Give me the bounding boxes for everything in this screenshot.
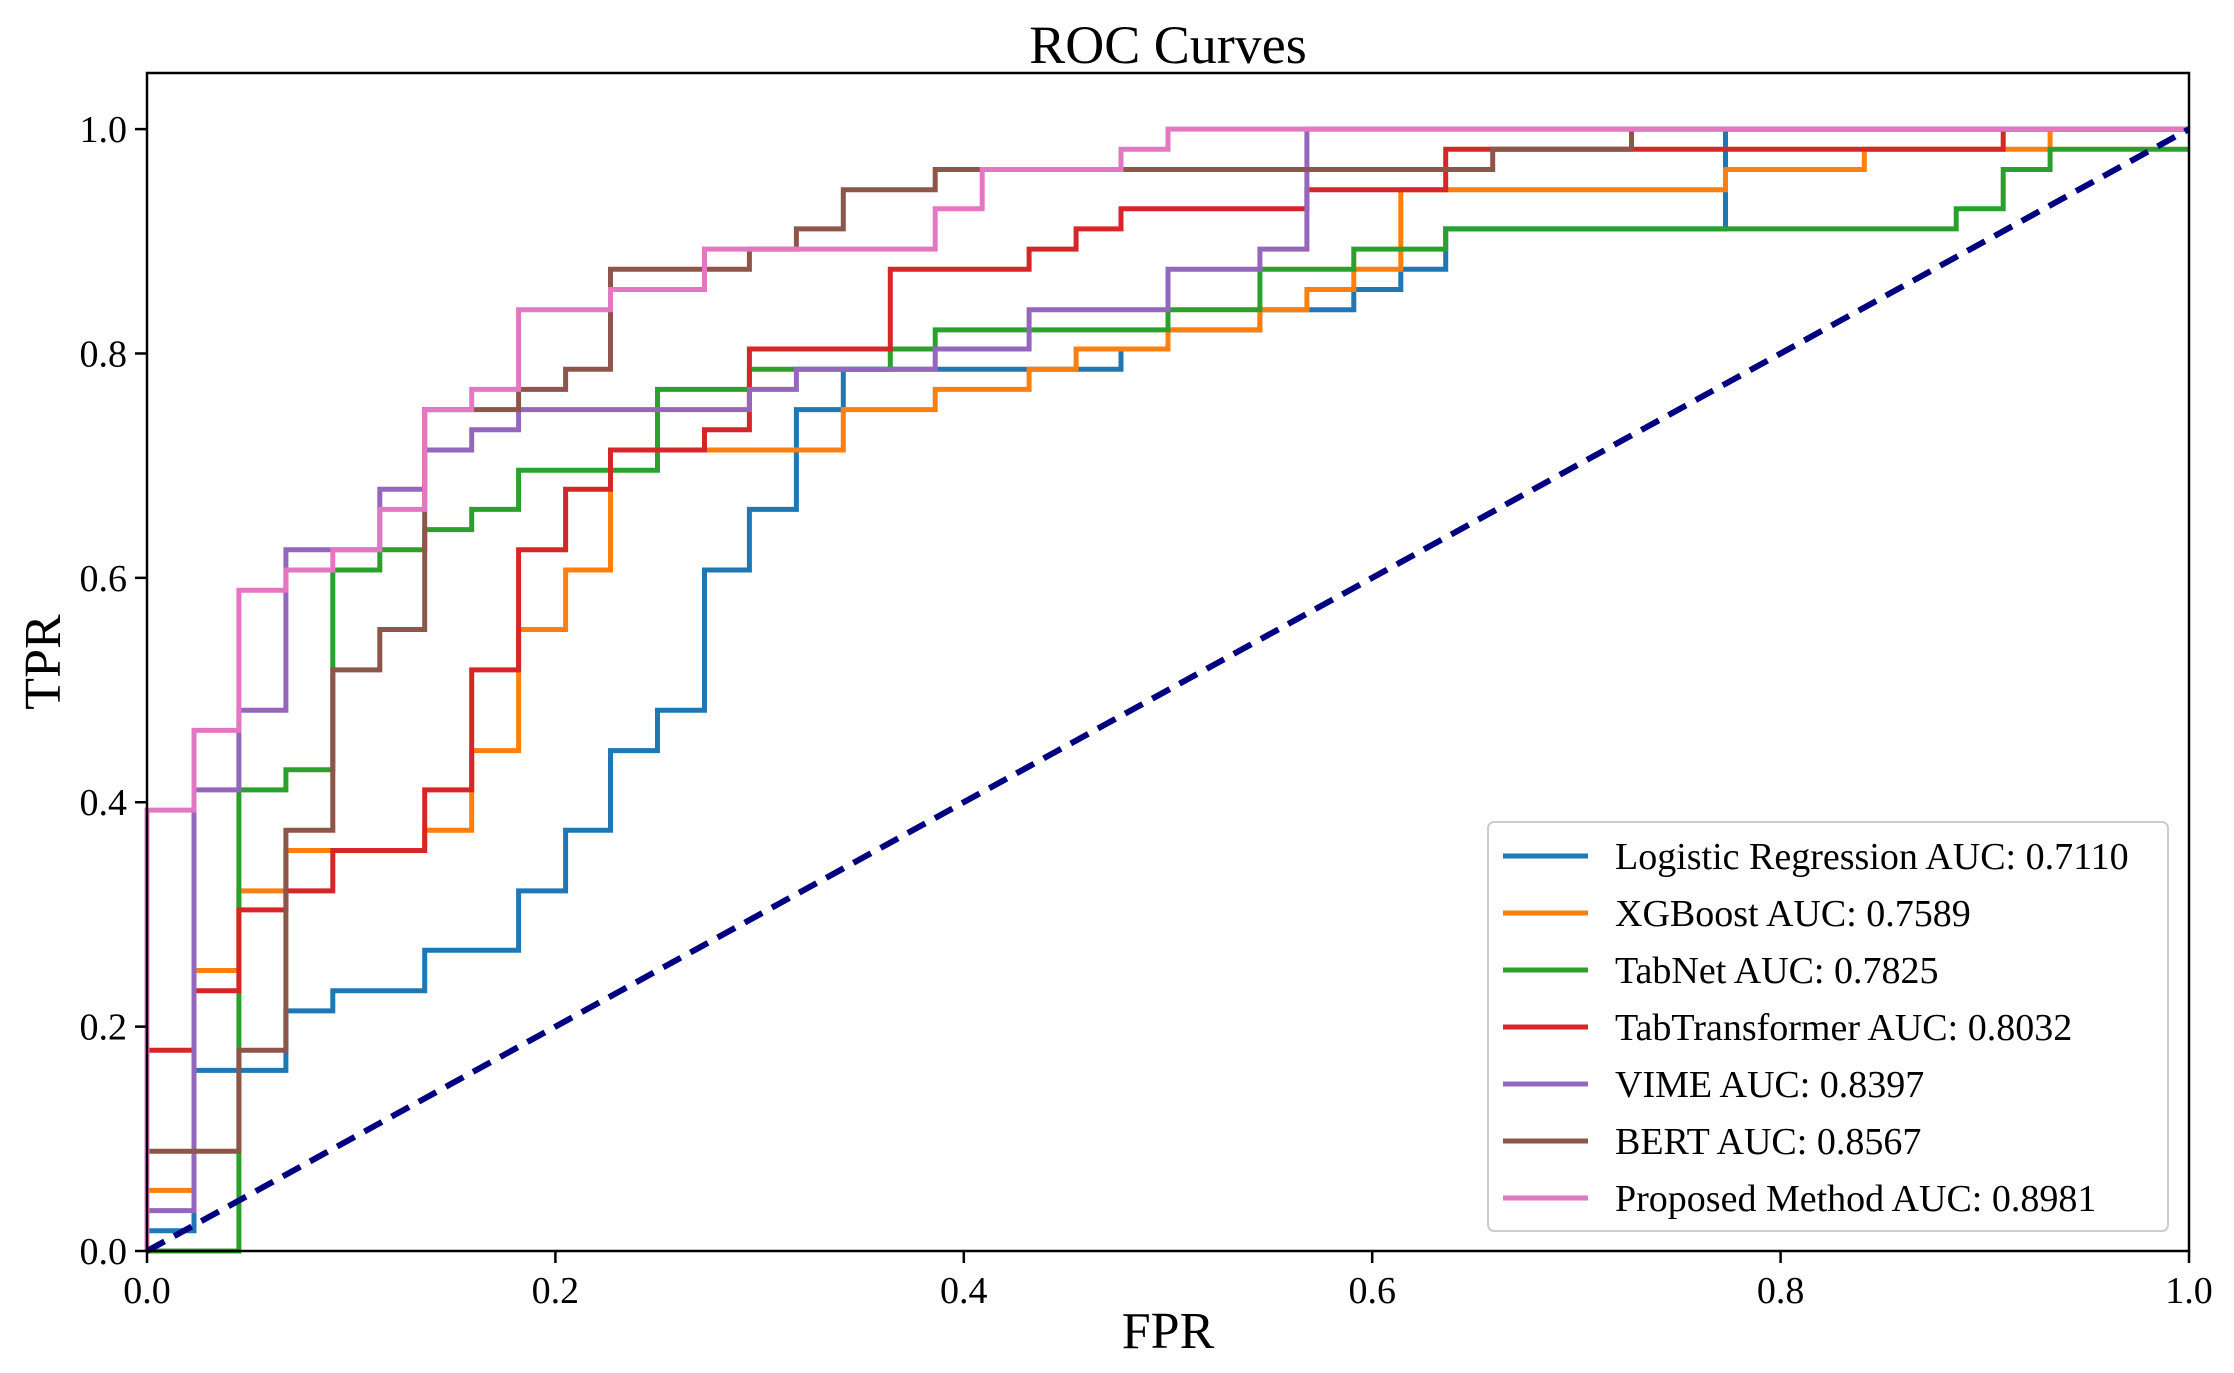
legend-label: BERT AUC: 0.8567 [1615,1121,1921,1163]
y-axis: 0.0 0.2 0.4 0.6 0.8 1.0 [80,109,147,1273]
x-axis: 0.0 0.2 0.4 0.6 0.8 1.0 [123,1251,2213,1312]
legend-label: VIME AUC: 0.8397 [1615,1064,1924,1106]
chart-title: ROC Curves [1029,15,1307,75]
x-tick-label: 0.0 [123,1270,171,1312]
x-axis-label: FPR [1122,1303,1215,1360]
series-line-proposed-method [144,126,2189,1251]
y-tick-label: 0.0 [80,1231,128,1273]
plot-frame [145,71,2191,1253]
x-tick-label: 1.0 [2165,1270,2213,1312]
legend-label: TabNet AUC: 0.7825 [1615,950,1938,992]
x-tick-label: 0.2 [532,1270,580,1312]
y-axis-label: TPR [15,614,72,710]
legend-label: TabTransformer AUC: 0.8032 [1615,1007,2072,1049]
y-tick-label: 0.4 [80,782,128,824]
legend-label: Logistic Regression AUC: 0.7110 [1615,836,2129,878]
legend: Logistic Regression AUC: 0.7110 XGBoost A… [1487,821,2169,1232]
y-tick-label: 0.6 [80,558,128,600]
series-line-bert [144,126,2189,1251]
series-layer [144,126,2189,1254]
legend-label: Proposed Method AUC: 0.8981 [1615,1178,2096,1220]
legend-label: XGBoost AUC: 0.7589 [1615,893,1971,935]
x-tick-label: 0.6 [1348,1270,1396,1312]
y-tick-label: 0.8 [80,333,128,375]
legend-box [1487,821,2169,1232]
x-tick-label: 0.8 [1757,1270,1805,1312]
chance-diagonal-line [145,126,2191,1254]
x-tick-label: 0.4 [940,1270,988,1312]
y-tick-label: 0.2 [80,1007,128,1049]
y-tick-label: 1.0 [80,109,128,151]
series-line-logistic-regression [144,126,2189,1251]
